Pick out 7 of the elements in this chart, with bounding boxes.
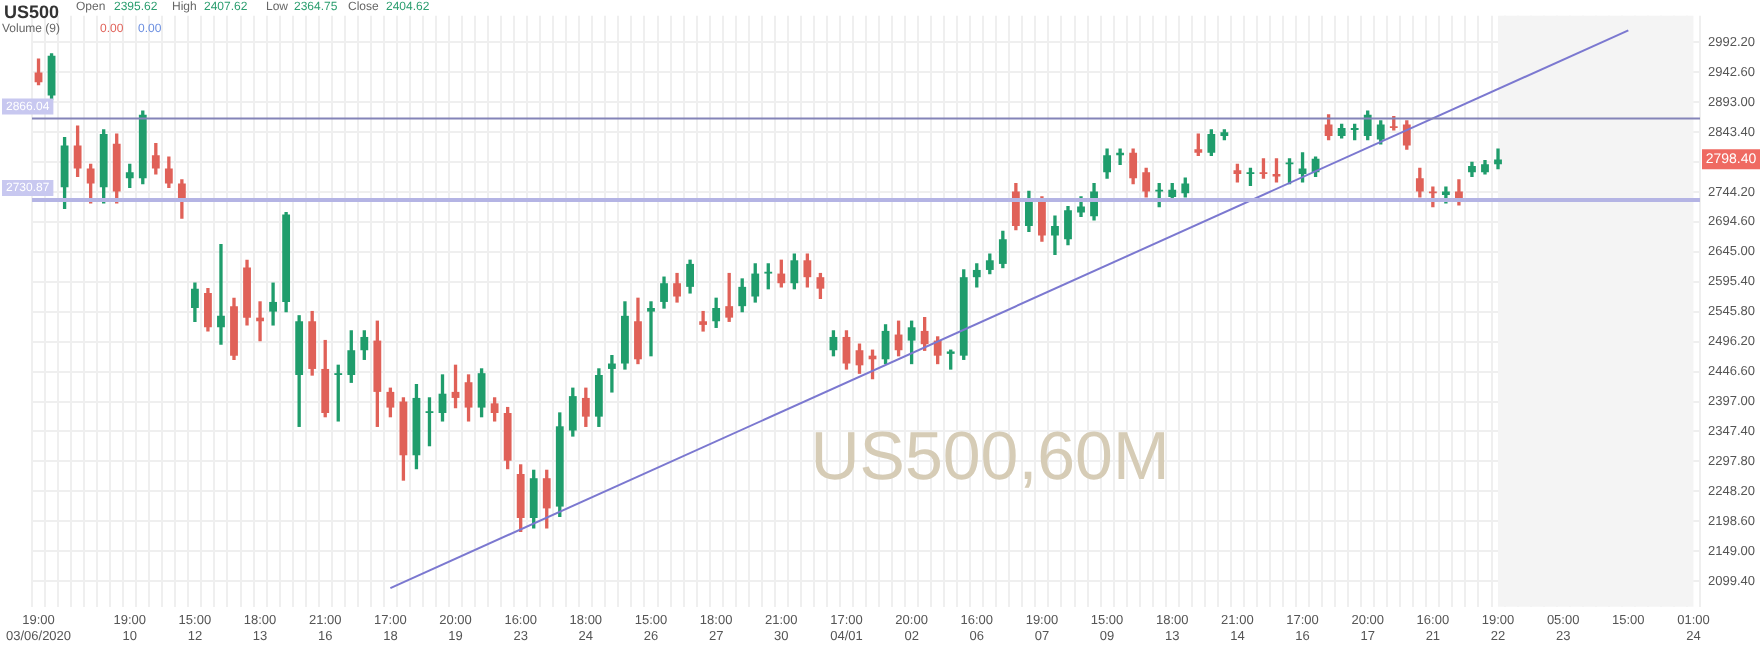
candlestick <box>607 355 616 393</box>
candlestick <box>269 282 277 326</box>
candlestick <box>647 301 655 357</box>
candlestick <box>699 310 708 332</box>
chart-title: US500 <box>4 2 60 22</box>
annotation: US500,60M <box>810 418 1170 495</box>
candlestick <box>217 243 225 345</box>
